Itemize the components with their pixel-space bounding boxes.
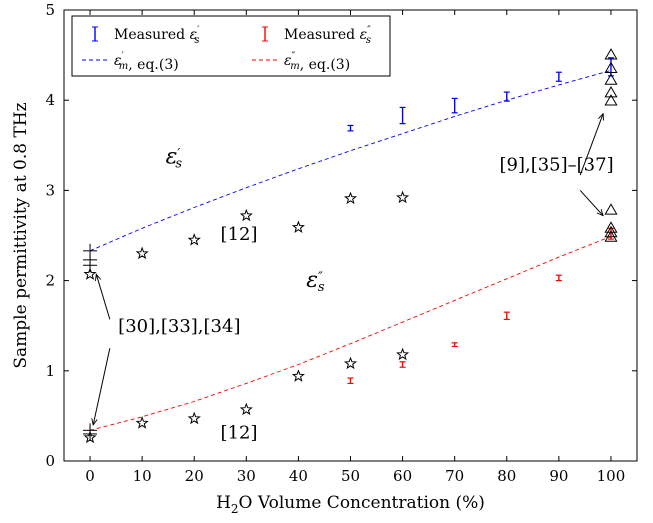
ref-9-35-37: [9],[35]–[37] (499, 155, 613, 176)
legend-label: Measured ε′ s (114, 25, 200, 46)
triangle-marker (604, 61, 618, 73)
y-tick-label: 1 (45, 362, 55, 380)
arrow-9-up (579, 114, 603, 176)
model-curve (89, 235, 612, 431)
star-marker (343, 356, 358, 370)
plot-frame (63, 9, 638, 462)
x-tick-label: 90 (549, 467, 568, 485)
star-marker (396, 347, 410, 361)
x-axis-label: H2O Volume Concentration (%) (216, 493, 485, 516)
star-marker (343, 191, 358, 205)
triangle-marker (604, 85, 618, 98)
y-tick-label: 4 (45, 91, 55, 109)
dashed-series (89, 69, 612, 252)
triangle-marker (604, 230, 618, 242)
triangle-series (604, 48, 618, 242)
arrow-30-up (96, 274, 111, 320)
dashed-series (89, 235, 612, 431)
x-tick-label: 0 (85, 467, 95, 485)
y-tick-label: 5 (45, 1, 55, 19)
triangle-marker (604, 203, 618, 215)
model-curve (89, 69, 612, 252)
x-tick-label: 60 (393, 467, 412, 485)
star-series (135, 190, 410, 260)
x-tick-label: 80 (497, 467, 516, 485)
x-tick-label: 20 (185, 467, 204, 485)
legend-label: Measured ε″ s (284, 25, 371, 46)
star-marker (291, 220, 305, 233)
ref-30-33-34: [30],[33],[34] (118, 316, 240, 337)
x-tick-label: 10 (133, 467, 152, 485)
triangle-marker (604, 94, 618, 106)
arrow-9-down (579, 190, 603, 215)
annotations: ε′ s ε″ s [12] [12] [30],[33],[34] [9],[35]–[37… (93, 114, 614, 443)
legend-entry-meas_ss: Measured ε″ s (262, 25, 371, 46)
star-series (83, 267, 97, 444)
arrow-30-down (93, 348, 111, 425)
triangle-marker (604, 48, 618, 60)
legend-entry-meas_s: Measured ε′ s (92, 25, 200, 46)
star-marker (135, 416, 149, 429)
star-marker (187, 233, 201, 246)
legend-entry-model_s: ε′ m, eq.(3) (82, 51, 179, 73)
x-tick-label: 30 (237, 467, 256, 485)
legend-box (71, 15, 391, 77)
x-tick-label: 40 (289, 467, 308, 485)
legend-label: ε″ m, eq.(3) (284, 51, 350, 73)
star-marker (291, 369, 305, 382)
x-tick-label: 70 (445, 467, 464, 485)
star-series (135, 347, 410, 429)
y-tick-label: 2 (45, 272, 55, 290)
eps-s-dprime-label: ε″ s (306, 268, 325, 295)
axis-ticks: 0 10 20 30 40 50 60 70 80 90 100 0 1 2 3 4 5 (45, 1, 637, 485)
star-marker (135, 246, 149, 260)
eps-s-prime-label: ε′ s (166, 144, 183, 171)
star-marker (83, 267, 97, 280)
triangle-marker (604, 73, 618, 85)
star-marker (187, 411, 201, 425)
y-tick-label: 0 (45, 452, 55, 470)
y-tick-label: 3 (45, 181, 55, 199)
star-marker (239, 208, 253, 222)
triangle-marker (604, 225, 618, 238)
plus-series (83, 243, 98, 441)
star-marker (396, 190, 410, 204)
x-tick-label: 100 (597, 467, 626, 485)
ref-12-top: [12] (221, 224, 258, 245)
errorbar-series (347, 227, 614, 385)
ref-12-bottom: [12] (221, 422, 258, 443)
y-axis-label: Sample permittivity at 0.8 THz (11, 102, 31, 368)
legend-label: ε′ m, eq.(3) (114, 51, 179, 73)
legend-entry-model_ss: ε″ m, eq.(3) (252, 51, 350, 73)
star-marker (239, 402, 253, 416)
x-tick-label: 50 (341, 467, 360, 485)
plot-content (83, 48, 618, 444)
legend: Measured ε′ s Measured ε″ s ε′ m, eq.(3) ε″ m, … (71, 15, 391, 77)
